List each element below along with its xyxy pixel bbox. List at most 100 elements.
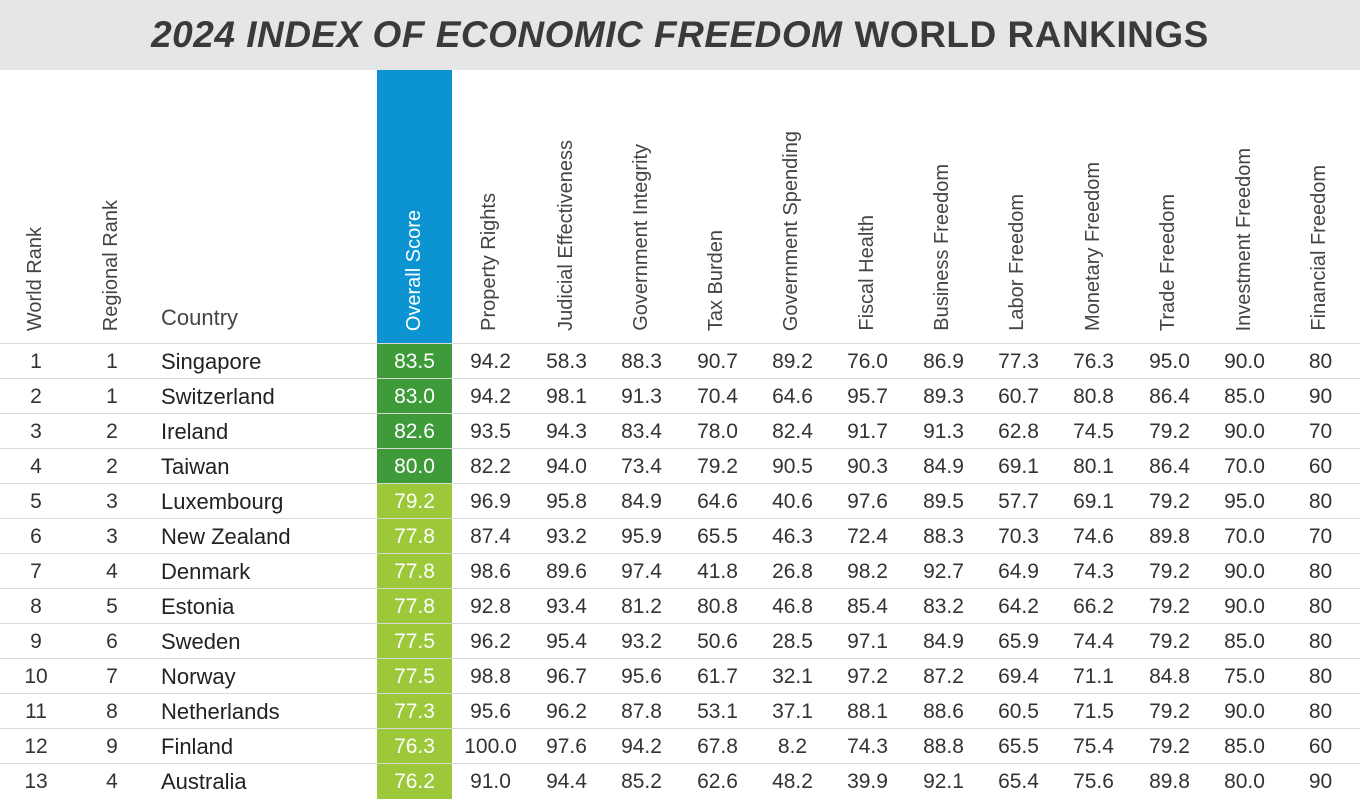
overall-score-cell: 77.8 xyxy=(394,560,435,583)
table-row: 6 3 New Zealand 77.8 87.4 93.2 95.9 65.5 46.3 72.… xyxy=(0,518,1360,554)
regional-rank-cell: 2 xyxy=(106,420,118,443)
country-cell: Denmark xyxy=(161,559,251,584)
regional-rank-cell: 8 xyxy=(106,700,118,723)
table-row: 8 5 Estonia 77.8 92.8 93.4 81.2 80.8 46.8 85.4 83.… xyxy=(0,588,1360,624)
judicial-effectiveness-cell: 96.2 xyxy=(546,700,587,723)
table-header: World Rank Regional Rank Country Overall… xyxy=(0,70,1360,343)
regional-rank-cell: 7 xyxy=(106,665,118,688)
table-row: 12 9 Finland 76.3 100.0 97.6 94.2 67.8 8.2 74.3 88… xyxy=(0,728,1360,764)
property-rights-cell: 95.6 xyxy=(470,700,511,723)
investment-freedom-cell: 90.0 xyxy=(1224,700,1265,723)
investment-freedom-cell: 85.0 xyxy=(1224,735,1265,758)
government-integrity-cell: 93.2 xyxy=(621,630,662,653)
investment-freedom-cell: 90.0 xyxy=(1224,420,1265,443)
financial-freedom-cell: 80 xyxy=(1308,665,1333,688)
country-cell: Ireland xyxy=(161,419,229,444)
fiscal-health-cell: 97.2 xyxy=(847,665,888,688)
header-government-spending: Government Spending xyxy=(780,130,802,331)
overall-score-cell: 77.5 xyxy=(394,665,435,688)
overall-score-background xyxy=(377,659,452,694)
business-freedom-cell: 92.1 xyxy=(923,770,964,793)
regional-rank-cell: 5 xyxy=(106,595,118,618)
trade-freedom-cell: 86.4 xyxy=(1149,385,1190,408)
world-rank-cell: 6 xyxy=(30,525,42,548)
table-row: 1 1 Singapore 83.5 94.2 58.3 88.3 90.7 89.2 76.0 8… xyxy=(0,343,1360,379)
financial-freedom-cell: 70 xyxy=(1308,525,1333,548)
header-government-integrity: Government Integrity xyxy=(630,144,652,331)
monetary-freedom-cell: 69.1 xyxy=(1073,490,1114,513)
government-integrity-cell: 91.3 xyxy=(621,385,662,408)
monetary-freedom-cell: 75.4 xyxy=(1073,735,1114,758)
tax-burden-cell: 70.4 xyxy=(697,385,738,408)
overall-score-header-band xyxy=(377,70,452,343)
fiscal-health-cell: 85.4 xyxy=(847,595,888,618)
table-row: 11 8 Netherlands 77.3 95.6 96.2 87.8 53.1 37.1 88… xyxy=(0,693,1360,729)
overall-score-cell: 76.3 xyxy=(394,735,435,758)
judicial-effectiveness-cell: 93.4 xyxy=(546,595,587,618)
fiscal-health-cell: 88.1 xyxy=(847,700,888,723)
government-integrity-cell: 88.3 xyxy=(621,350,662,373)
government-integrity-cell: 94.2 xyxy=(621,735,662,758)
property-rights-cell: 82.2 xyxy=(470,455,511,478)
judicial-effectiveness-cell: 94.3 xyxy=(546,420,587,443)
judicial-effectiveness-cell: 94.4 xyxy=(546,770,587,793)
government-spending-cell: 90.5 xyxy=(772,455,813,478)
labor-freedom-cell: 65.9 xyxy=(998,630,1039,653)
monetary-freedom-cell: 74.3 xyxy=(1073,560,1114,583)
financial-freedom-cell: 80 xyxy=(1308,595,1333,618)
property-rights-cell: 98.8 xyxy=(470,665,511,688)
country-cell: Finland xyxy=(161,734,234,759)
judicial-effectiveness-cell: 97.6 xyxy=(546,735,587,758)
property-rights-cell: 94.2 xyxy=(470,350,511,373)
government-integrity-cell: 84.9 xyxy=(621,490,662,513)
overall-score-background xyxy=(377,694,452,729)
investment-freedom-cell: 80.0 xyxy=(1224,770,1265,793)
judicial-effectiveness-cell: 95.8 xyxy=(546,490,587,513)
world-rank-cell: 7 xyxy=(30,560,42,583)
country-cell: Netherlands xyxy=(161,699,280,724)
investment-freedom-cell: 85.0 xyxy=(1224,385,1265,408)
overall-score-cell: 83.5 xyxy=(394,350,435,373)
table-row: 4 2 Taiwan 80.0 82.2 94.0 73.4 79.2 90.5 90.3 84.9… xyxy=(0,448,1360,484)
investment-freedom-cell: 85.0 xyxy=(1224,630,1265,653)
monetary-freedom-cell: 76.3 xyxy=(1073,350,1114,373)
overall-score-background xyxy=(377,624,452,659)
trade-freedom-cell: 95.0 xyxy=(1149,350,1190,373)
investment-freedom-cell: 90.0 xyxy=(1224,350,1265,373)
trade-freedom-cell: 84.8 xyxy=(1149,665,1190,688)
world-rank-cell: 5 xyxy=(30,490,42,513)
overall-score-background xyxy=(377,519,452,554)
labor-freedom-cell: 65.4 xyxy=(998,770,1039,793)
labor-freedom-cell: 64.9 xyxy=(998,560,1039,583)
fiscal-health-cell: 98.2 xyxy=(847,560,888,583)
financial-freedom-cell: 90 xyxy=(1308,385,1333,408)
fiscal-health-cell: 97.6 xyxy=(847,490,888,513)
overall-score-cell: 82.6 xyxy=(394,420,435,443)
labor-freedom-cell: 77.3 xyxy=(998,350,1039,373)
judicial-effectiveness-cell: 93.2 xyxy=(546,525,587,548)
government-integrity-cell: 85.2 xyxy=(621,770,662,793)
overall-score-cell: 79.2 xyxy=(394,490,435,513)
tax-burden-cell: 64.6 xyxy=(697,490,738,513)
property-rights-cell: 91.0 xyxy=(470,770,511,793)
overall-score-cell: 77.8 xyxy=(394,595,435,618)
business-freedom-cell: 84.9 xyxy=(923,630,964,653)
monetary-freedom-cell: 75.6 xyxy=(1073,770,1114,793)
country-cell: Norway xyxy=(161,664,236,689)
overall-score-background xyxy=(377,729,452,764)
government-integrity-cell: 87.8 xyxy=(621,700,662,723)
property-rights-cell: 94.2 xyxy=(470,385,511,408)
business-freedom-cell: 88.3 xyxy=(923,525,964,548)
table-row: 7 4 Denmark 77.8 98.6 89.6 97.4 41.8 26.8 98.2 92.… xyxy=(0,553,1360,589)
business-freedom-cell: 89.5 xyxy=(923,490,964,513)
trade-freedom-cell: 79.2 xyxy=(1149,490,1190,513)
government-spending-cell: 82.4 xyxy=(772,420,813,443)
financial-freedom-cell: 80 xyxy=(1308,560,1333,583)
fiscal-health-cell: 90.3 xyxy=(847,455,888,478)
judicial-effectiveness-cell: 58.3 xyxy=(546,350,587,373)
tax-burden-cell: 41.8 xyxy=(697,560,738,583)
country-cell: Sweden xyxy=(161,629,241,654)
header-regional-rank: Regional Rank xyxy=(100,199,122,331)
monetary-freedom-cell: 66.2 xyxy=(1073,595,1114,618)
monetary-freedom-cell: 74.4 xyxy=(1073,630,1114,653)
